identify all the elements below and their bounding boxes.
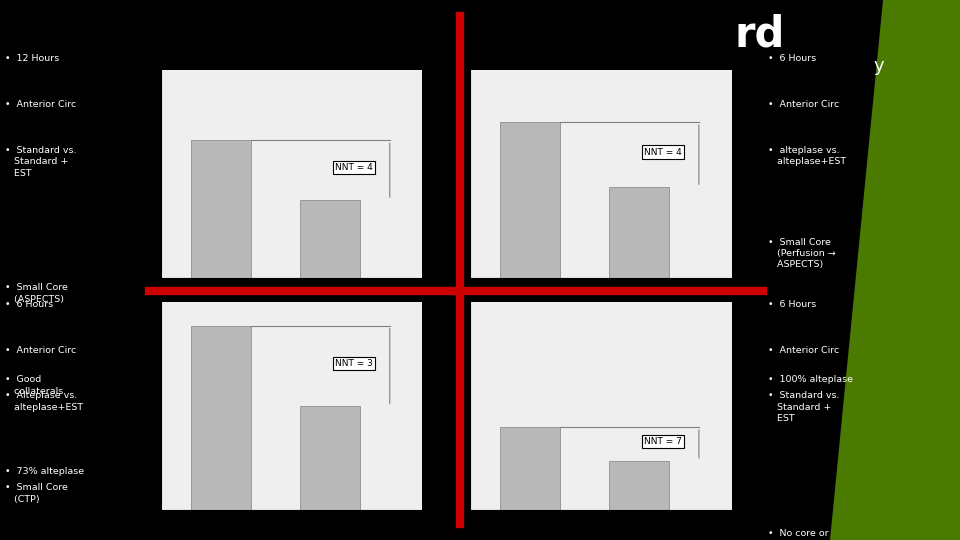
Text: •  6 Hours: • 6 Hours xyxy=(5,300,53,309)
Bar xyxy=(609,187,669,278)
Text: NNT = 3: NNT = 3 xyxy=(335,359,372,368)
Y-axis label: % with good outcome: % with good outcome xyxy=(435,130,444,218)
Bar xyxy=(500,427,560,510)
Y-axis label: % with good outcome: % with good outcome xyxy=(126,362,135,450)
Text: •  6 Hours: • 6 Hours xyxy=(768,54,816,63)
Bar xyxy=(300,406,360,510)
Title: SWIFT PRIME (n=196): SWIFT PRIME (n=196) xyxy=(537,57,665,66)
Text: •  Anterior Circ: • Anterior Circ xyxy=(5,100,76,109)
Text: •  12 Hours: • 12 Hours xyxy=(5,54,60,63)
Text: •  6 Hours: • 6 Hours xyxy=(768,300,816,309)
Text: •  Small Core
   (Perfusion →
   ASPECTS): • Small Core (Perfusion → ASPECTS) xyxy=(768,238,836,269)
Text: •  Standard vs.
   Standard +
   EST: • Standard vs. Standard + EST xyxy=(768,392,839,423)
Text: •  Standard vs.
   Standard +
   EST: • Standard vs. Standard + EST xyxy=(5,146,76,178)
Text: •  Alteplase vs.
   alteplase+EST: • Alteplase vs. alteplase+EST xyxy=(5,392,83,412)
Text: •  alteplase vs.
   alteplase+EST: • alteplase vs. alteplase+EST xyxy=(768,146,846,166)
Text: •  Small Core
   (CTP): • Small Core (CTP) xyxy=(5,483,67,504)
Title: ESCAPE (n=315): ESCAPE (n=315) xyxy=(244,57,340,66)
Text: y: y xyxy=(874,57,884,75)
Title: MR CLEAN (n=500): MR CLEAN (n=500) xyxy=(545,289,657,299)
Text: •  No core or
   collateral
   assessment: • No core or collateral assessment xyxy=(768,529,833,540)
Title: EXTEND IA (n=70): EXTEND IA (n=70) xyxy=(239,289,345,299)
Text: •  Anterior Circ: • Anterior Circ xyxy=(768,100,839,109)
Bar xyxy=(500,122,560,278)
Text: •  73% alteplase: • 73% alteplase xyxy=(5,467,84,476)
Bar xyxy=(191,326,252,510)
Y-axis label: % with good outcome: % with good outcome xyxy=(126,130,135,218)
Text: •  100% alteplase: • 100% alteplase xyxy=(768,375,853,384)
Bar xyxy=(300,200,360,278)
Text: NNT = 4: NNT = 4 xyxy=(335,163,372,172)
Text: •  Anterior Circ: • Anterior Circ xyxy=(5,346,76,355)
Text: NNT = 7: NNT = 7 xyxy=(644,437,682,446)
Text: •  Good
   collaterals: • Good collaterals xyxy=(5,375,63,396)
Text: •  Anterior Circ: • Anterior Circ xyxy=(768,346,839,355)
Text: rd: rd xyxy=(734,14,784,56)
Text: •  Small Core
   (ASPECTS): • Small Core (ASPECTS) xyxy=(5,284,67,304)
Bar xyxy=(609,461,669,510)
Text: NNT = 4: NNT = 4 xyxy=(644,147,682,157)
Y-axis label: % with good outcome: % with good outcome xyxy=(435,362,444,450)
Bar xyxy=(191,140,252,278)
